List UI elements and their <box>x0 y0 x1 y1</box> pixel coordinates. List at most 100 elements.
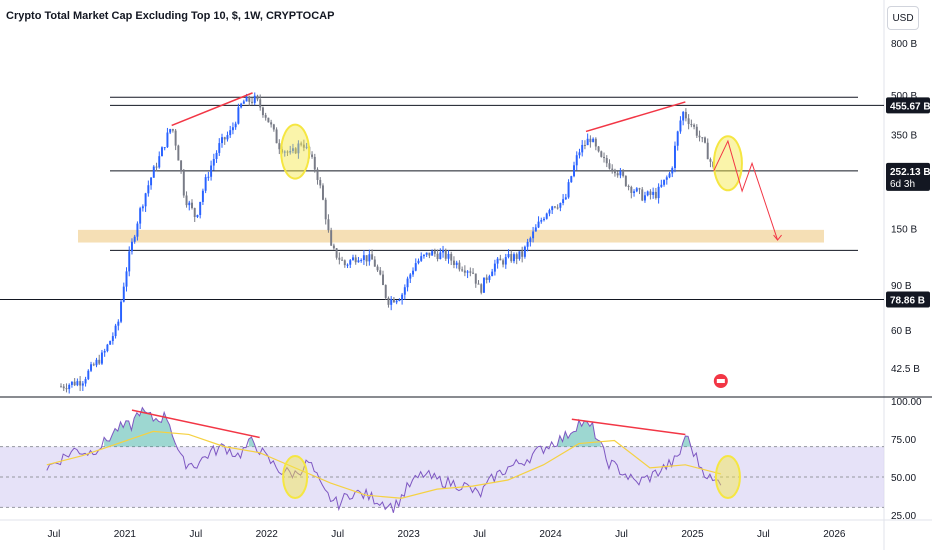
rsi-axis-tick: 100.00 <box>891 397 922 408</box>
candle-body <box>365 255 368 262</box>
candle-body <box>316 169 319 180</box>
candle-body <box>633 191 636 193</box>
candle-body <box>619 170 622 176</box>
candle-body <box>152 166 155 178</box>
candle-body <box>248 96 251 102</box>
price-axis-tick: 90 B <box>891 281 912 292</box>
price-highlight-ellipse[interactable] <box>712 135 743 192</box>
candle-body <box>652 191 655 195</box>
candle-body <box>150 177 153 186</box>
candle-body <box>100 352 103 364</box>
candle-body <box>417 260 420 264</box>
price-highlight-ellipse[interactable] <box>280 123 311 180</box>
candle-body <box>515 254 518 259</box>
candle-body <box>379 270 382 275</box>
rsi-divergence-line[interactable] <box>131 409 260 439</box>
candle-body <box>406 278 409 288</box>
candle-body <box>513 254 515 262</box>
candle-body <box>371 254 374 260</box>
candle-body <box>226 135 229 140</box>
support-zone[interactable] <box>78 229 824 243</box>
candle-body <box>87 370 90 380</box>
candle-body <box>673 145 676 169</box>
candle-body <box>622 170 625 176</box>
candle-body <box>422 254 425 257</box>
candle-body <box>676 131 679 146</box>
candle-body <box>613 169 616 174</box>
price-divergence-line[interactable] <box>585 101 686 133</box>
candle-body <box>297 143 300 154</box>
price-label-box <box>886 291 930 308</box>
candle-body <box>352 257 354 261</box>
candle-body <box>578 152 581 156</box>
candle-body <box>147 185 150 194</box>
candle-body <box>267 117 270 123</box>
candle-body <box>592 138 595 143</box>
time-axis-tick: 2022 <box>256 529 279 540</box>
candle-body <box>643 195 646 201</box>
candle-body <box>95 359 98 366</box>
candle-body <box>302 144 305 148</box>
candle-body <box>548 210 551 214</box>
candle-body <box>357 260 360 263</box>
candle-body <box>321 185 324 200</box>
projection-path[interactable] <box>713 139 779 241</box>
candle-body <box>412 270 415 275</box>
candle-body <box>221 137 223 144</box>
candle-body <box>414 263 417 271</box>
candle-body <box>81 383 84 386</box>
candle-body <box>589 138 592 143</box>
candle-body <box>458 262 461 270</box>
candle-body <box>343 260 346 266</box>
candle-body <box>624 175 627 186</box>
candle-body <box>223 137 226 140</box>
candle-body <box>564 197 567 200</box>
rsi-divergence-line[interactable] <box>571 418 686 436</box>
currency-button[interactable]: USD <box>887 6 919 30</box>
candle-body <box>444 250 447 259</box>
time-axis-tick: Jul <box>48 529 61 540</box>
rsi-line[interactable] <box>46 406 722 513</box>
candle-body <box>510 254 513 262</box>
candle-body <box>401 294 404 300</box>
candle-body <box>182 171 185 196</box>
candle-body <box>62 386 65 389</box>
candle-body <box>485 277 488 280</box>
candle-body <box>477 283 480 285</box>
candle-body <box>188 202 191 206</box>
candle-body <box>319 179 322 186</box>
candle-body <box>553 206 556 208</box>
candle-body <box>120 301 123 322</box>
candle-body <box>649 191 652 195</box>
candle-body <box>472 272 475 274</box>
rsi-highlight-ellipse[interactable] <box>714 454 741 499</box>
candle-body <box>384 285 387 298</box>
time-axis-tick: 2026 <box>823 529 846 540</box>
candle-body <box>436 253 439 259</box>
candle-body <box>447 253 450 259</box>
candle-body <box>570 176 573 183</box>
candle-body <box>573 165 575 177</box>
candle-body <box>174 130 177 146</box>
candle-body <box>349 260 352 265</box>
candle-body <box>387 297 390 305</box>
candle-body <box>581 144 584 153</box>
candle-body <box>90 364 93 371</box>
rsi-overbought-fill <box>104 407 176 447</box>
rsi-axis-tick: 25.00 <box>891 511 916 522</box>
candle-body <box>245 96 248 102</box>
rsi-ma-line[interactable] <box>46 430 721 499</box>
price-divergence-line[interactable] <box>171 92 253 127</box>
candle-body <box>212 159 215 166</box>
candle-body <box>278 143 281 150</box>
candle-body <box>177 145 180 161</box>
candle-body <box>341 259 344 261</box>
candle-body <box>474 273 477 284</box>
rsi-highlight-ellipse[interactable] <box>282 454 309 499</box>
candle-body <box>701 137 704 139</box>
candle-body <box>616 173 619 176</box>
candle-body <box>109 341 112 345</box>
candle-body <box>657 186 660 199</box>
